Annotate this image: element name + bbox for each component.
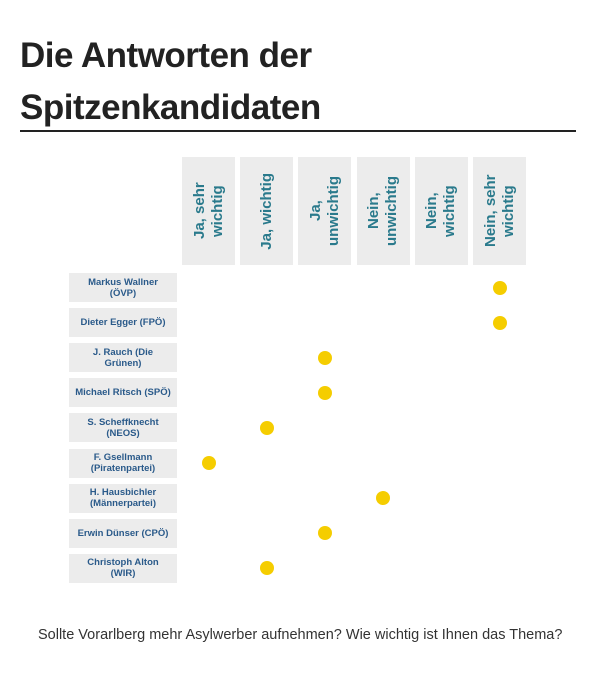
title-rule [20,130,576,132]
answer-dot [376,491,391,506]
chart-title: Die Antworten der Spitzenkandidaten [20,36,321,127]
column-header: Ja, wichtig [240,157,294,265]
row-label: J. Rauch (Die Grünen) [69,343,177,373]
column-label: Nein, sehr wichtig [481,174,517,248]
row-label: S. Scheffknecht (NEOS) [69,413,177,443]
answer-dot [259,420,274,435]
column-label: Nein, wichtig [423,185,459,237]
row-label: Christoph Alton (WIR) [69,553,177,583]
answer-dot [492,280,507,295]
row-label: Michael Ritsch (SPÖ) [69,378,177,408]
answer-dot [317,526,332,541]
answer-dot [317,385,332,400]
row-label: Markus Wallner (ÖVP) [69,273,177,302]
answer-dot [259,561,274,576]
column-label: Nein, unwichtig [365,176,401,246]
row-label: F. Gsellmann (Piratenpartei) [69,448,177,478]
column-header: Ja, sehr wichtig [182,157,235,265]
column-label: Ja, sehr wichtig [190,182,226,240]
answer-dot [201,456,216,470]
column-header: Ja, unwichtig [298,157,352,265]
column-header: Nein, unwichtig [356,157,410,265]
row-label: Dieter Egger (FPÖ) [69,308,177,338]
answer-dot [492,315,507,330]
question: Sollte Vorarlberg mehr Asylwerber aufneh… [38,627,563,643]
column-header: Nein, sehr wichtig [473,157,526,265]
row-label: H. Hausbichler (Männerpartei) [69,483,177,513]
answer-dot [317,350,332,365]
column-header: Nein, wichtig [414,157,468,265]
column-label: Ja, wichtig [257,172,275,250]
column-label: Ja, unwichtig [306,176,342,246]
row-label: Erwin Dünser (CPÖ) [69,518,177,548]
